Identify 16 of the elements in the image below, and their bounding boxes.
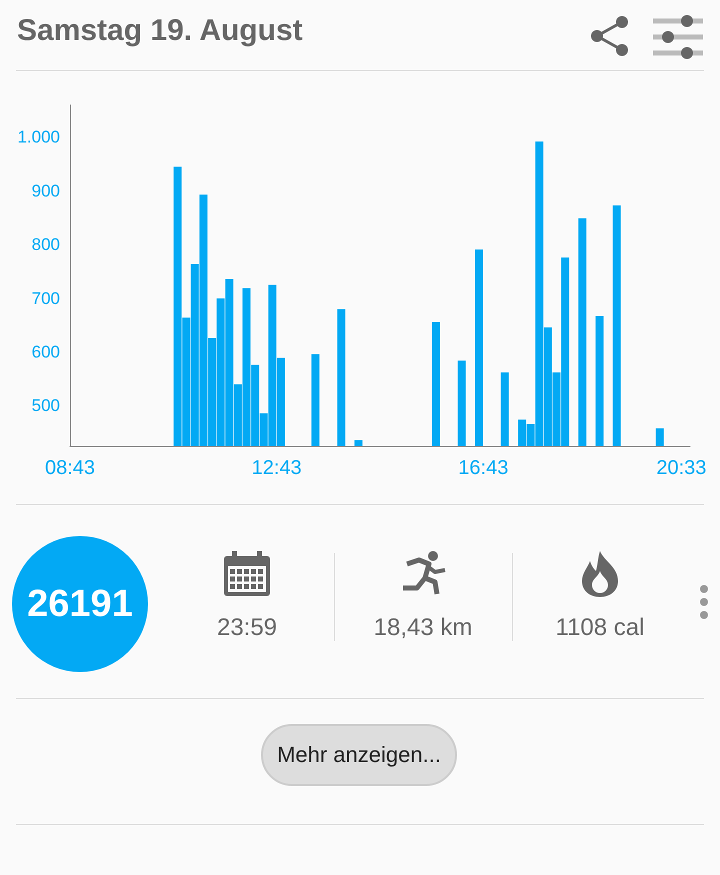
y-tick-label: 600 — [32, 342, 60, 362]
x-tick-label: 16:43 — [458, 457, 508, 479]
x-tick-label: 08:43 — [44, 457, 96, 479]
y-tick-label: 500 — [32, 396, 60, 416]
x-tick-label: 20:33 — [656, 457, 706, 479]
y-tick-label: 700 — [32, 288, 60, 308]
chart-title: Samstag 19. August — [17, 14, 303, 48]
text: 23:59 — [216, 614, 278, 642]
x-tick-label: 12:43 — [252, 457, 302, 479]
text: Mehr anzeigen... — [261, 724, 457, 786]
text: 1108 cal — [554, 614, 646, 642]
text: 18,43 km — [372, 614, 474, 642]
y-tick-label: 800 — [32, 235, 60, 254]
y-tick-label: 900 — [32, 181, 60, 200]
text: 26191 — [12, 536, 148, 672]
y-tick-label: 1.000 — [17, 128, 60, 147]
